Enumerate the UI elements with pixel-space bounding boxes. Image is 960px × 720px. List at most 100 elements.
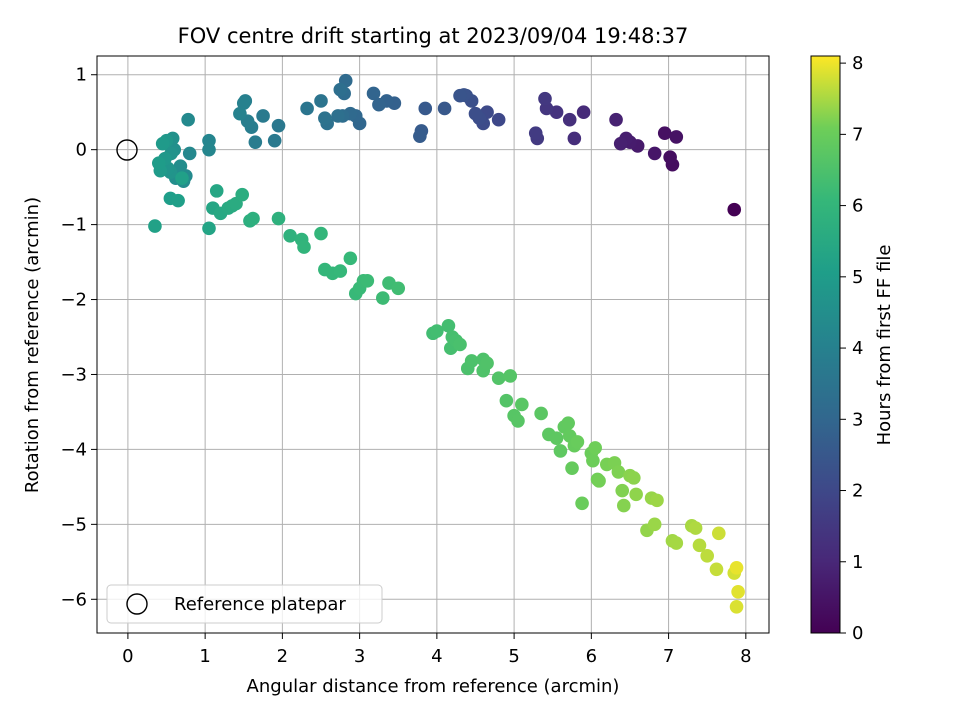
data-point xyxy=(575,496,589,511)
data-point xyxy=(343,251,358,266)
legend-marker xyxy=(126,593,148,615)
data-point xyxy=(155,136,170,151)
data-point xyxy=(233,106,247,121)
data-point xyxy=(430,324,444,338)
x-tick-label: 5 xyxy=(508,646,519,667)
data-point xyxy=(567,131,582,146)
data-point xyxy=(611,465,626,479)
x-axis-ticks: 0 1 2 3 4 5 6 7 8 xyxy=(122,633,752,667)
colorbar-tick-label: 6 xyxy=(852,196,863,217)
y-axis-label: Rotation from reference (arcmin) xyxy=(22,197,43,493)
data-point xyxy=(562,112,577,127)
data-point xyxy=(267,133,282,148)
data-point xyxy=(366,86,381,101)
data-point xyxy=(418,101,433,116)
data-point xyxy=(729,599,744,614)
data-points xyxy=(148,73,745,614)
data-point xyxy=(616,498,631,513)
y-tick-label: −4 xyxy=(60,439,87,460)
data-point xyxy=(413,129,427,143)
data-point xyxy=(565,461,579,475)
data-point xyxy=(650,493,664,508)
data-point xyxy=(586,453,600,468)
x-tick-label: 0 xyxy=(122,646,133,667)
data-point xyxy=(148,219,162,233)
data-point xyxy=(627,471,641,485)
data-point xyxy=(437,101,452,116)
data-point xyxy=(235,187,250,202)
colorbar-tick-label: 8 xyxy=(852,53,863,74)
data-point xyxy=(175,171,189,185)
data-point xyxy=(333,82,348,97)
y-tick-label: 1 xyxy=(76,65,87,86)
data-point xyxy=(692,538,707,553)
chart-title: FOV centre drift starting at 2023/09/04 … xyxy=(178,24,689,48)
colorbar-label: Hours from first FF file xyxy=(874,245,895,446)
colorbar-tick-label: 1 xyxy=(852,552,863,573)
data-point xyxy=(528,126,543,140)
y-tick-label: 0 xyxy=(76,140,87,161)
plot-frame xyxy=(96,55,770,634)
data-point xyxy=(391,281,406,296)
data-point xyxy=(657,126,672,140)
data-point xyxy=(297,240,311,254)
colorbar xyxy=(810,55,841,634)
data-point xyxy=(729,561,744,575)
data-point xyxy=(375,291,390,305)
data-point xyxy=(663,150,677,164)
data-point xyxy=(453,337,467,352)
x-tick-label: 6 xyxy=(586,646,597,667)
data-point xyxy=(271,211,286,226)
legend-label: Reference platepar xyxy=(174,594,346,615)
data-point xyxy=(271,118,286,133)
data-point xyxy=(314,94,328,108)
colorbar-tick-label: 3 xyxy=(852,409,863,430)
data-point xyxy=(534,406,548,421)
data-point xyxy=(503,369,518,383)
data-point xyxy=(538,91,552,106)
data-point xyxy=(669,130,684,144)
x-tick-label: 4 xyxy=(431,646,442,667)
data-point xyxy=(647,517,662,532)
data-point xyxy=(609,112,623,127)
data-point xyxy=(331,109,345,123)
data-point xyxy=(171,193,185,208)
legend-box xyxy=(106,584,383,624)
data-point xyxy=(209,184,224,198)
data-point xyxy=(182,146,197,161)
data-point xyxy=(700,549,715,563)
y-tick-label: −6 xyxy=(60,589,87,610)
data-point xyxy=(669,536,684,550)
data-point xyxy=(464,354,479,368)
data-point xyxy=(561,416,575,430)
data-point xyxy=(613,136,628,151)
data-point xyxy=(711,526,726,541)
data-point xyxy=(453,88,467,103)
data-point xyxy=(256,109,270,123)
data-point xyxy=(709,562,724,577)
data-point xyxy=(549,431,564,445)
colorbar-tick-label: 5 xyxy=(852,267,863,288)
legend: Reference platepar xyxy=(106,584,383,624)
data-point xyxy=(570,435,585,449)
colorbar-tick-label: 7 xyxy=(852,124,863,145)
colorbar-tick-label: 0 xyxy=(852,623,863,644)
x-tick-label: 3 xyxy=(354,646,365,667)
reference-marker xyxy=(116,139,138,161)
data-point xyxy=(491,371,506,386)
grid-lines xyxy=(97,56,769,633)
data-point xyxy=(553,444,568,458)
y-tick-label: −2 xyxy=(60,290,87,311)
x-tick-label: 8 xyxy=(740,646,751,667)
data-point xyxy=(647,146,662,161)
data-point xyxy=(499,393,514,408)
colorbar-tick-label: 2 xyxy=(852,481,863,502)
data-point xyxy=(592,474,606,488)
data-point xyxy=(202,142,216,157)
data-point xyxy=(151,156,166,170)
data-point xyxy=(480,356,494,371)
data-point xyxy=(181,112,195,127)
data-point xyxy=(491,112,506,127)
data-point xyxy=(441,318,456,333)
